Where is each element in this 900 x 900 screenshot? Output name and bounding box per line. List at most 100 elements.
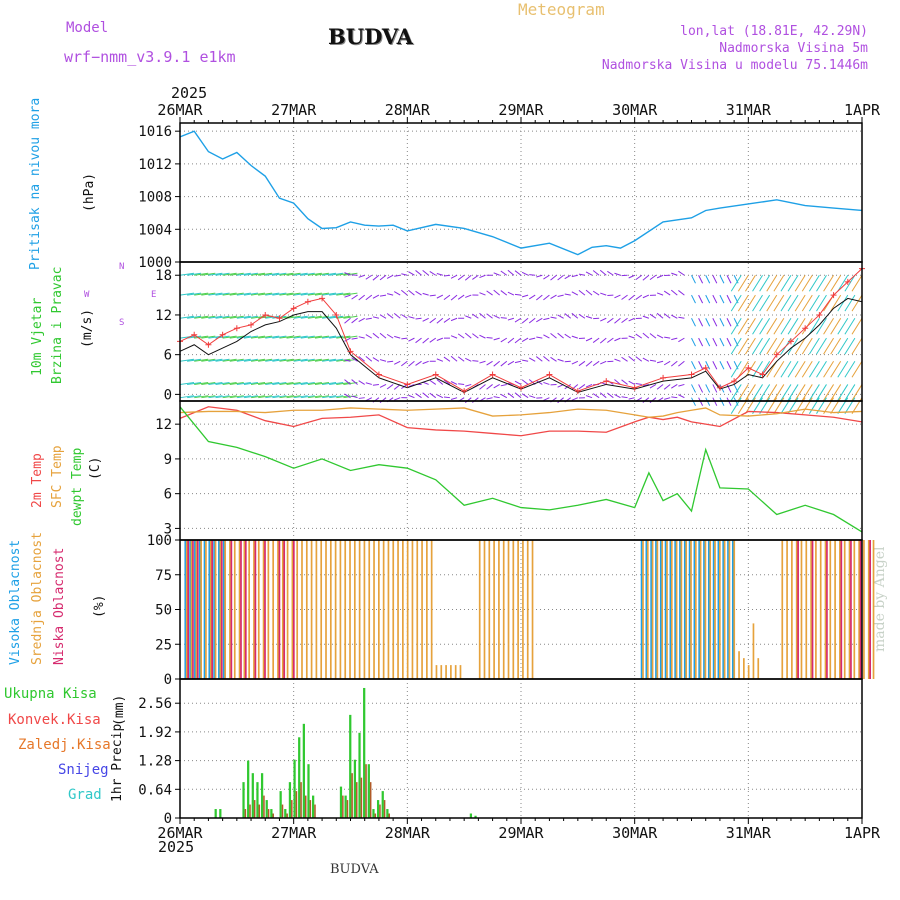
wind-arrow: [394, 397, 401, 401]
wind-arrow: [314, 381, 330, 385]
wind-arrow: [422, 337, 429, 344]
wind-arrow: [837, 274, 849, 292]
wind-gust-marker: [191, 331, 198, 338]
wind-arrow: [550, 356, 557, 362]
wind-arrow: [705, 361, 711, 370]
wind-arrow: [671, 272, 678, 276]
wind-arrow: [535, 294, 543, 301]
wind-arrow: [250, 358, 266, 362]
station-title: BUDVA: [328, 24, 413, 49]
wind-arrow: [265, 381, 280, 385]
total-precip-bar: [256, 782, 259, 818]
conv-precip-bar: [356, 782, 358, 818]
wind-arrow: [208, 292, 223, 296]
wind-arrow: [314, 272, 330, 276]
wind-arrow: [336, 292, 351, 296]
wind-arrow: [536, 380, 543, 385]
wind-arrow: [250, 272, 266, 276]
wind-arrow: [279, 292, 294, 296]
wind-arrow: [293, 395, 308, 399]
wind-arrow: [844, 361, 856, 378]
wind-arrow: [387, 293, 394, 296]
wind-arrow: [663, 384, 671, 390]
wind-arrow: [365, 356, 373, 362]
wind-arrow: [493, 314, 500, 319]
wind-arrow: [621, 356, 628, 362]
wind-gust-marker: [262, 311, 269, 318]
wind-arrow: [358, 380, 365, 385]
wind-arrow: [794, 384, 806, 401]
year-bottom: 2025: [158, 838, 195, 856]
wind-arrow: [766, 274, 778, 292]
conv-precip-bar: [342, 795, 344, 818]
wind-arrow: [844, 294, 856, 312]
wind-arrow: [712, 361, 718, 370]
wind-arrow: [557, 332, 564, 339]
wind-arrow: [415, 270, 422, 276]
value-tick-label: 1.92: [138, 725, 172, 741]
wind-arrow: [830, 337, 842, 355]
wind-arrow: [671, 337, 678, 341]
wind-arrow: [479, 292, 486, 296]
wind-arrow: [628, 355, 635, 362]
wind-gust-marker: [802, 325, 809, 332]
wind-arrow: [808, 361, 820, 378]
wind-arrow: [663, 360, 671, 366]
wind-arrow: [265, 272, 280, 276]
wind-arrow: [343, 315, 358, 319]
time-label-bottom: 29MAR: [498, 824, 544, 842]
wind-arrow: [194, 315, 209, 319]
time-label-top: 28MAR: [385, 101, 431, 119]
wind-arrow: [344, 359, 351, 362]
wind-arrow: [465, 357, 472, 362]
wind-arrow: [507, 317, 515, 321]
value-tick-label: 12: [155, 417, 172, 433]
wind-arrow: [393, 291, 401, 296]
wind-arrow: [443, 356, 451, 362]
wind-arrow: [808, 294, 820, 312]
value-tick-label: 75: [155, 568, 172, 584]
wind-arrow: [730, 361, 742, 378]
value-tick-label: 1016: [138, 124, 172, 140]
wind-arrow: [698, 275, 704, 284]
wind-arrow: [443, 379, 451, 385]
wind-arrow: [201, 358, 216, 362]
wind-arrow: [250, 381, 266, 385]
wind-gust-marker: [731, 378, 738, 385]
time-label-top: 27MAR: [271, 101, 317, 119]
conv-precip-bar: [300, 782, 302, 818]
wind-arrow: [837, 361, 849, 378]
wind-arrow: [571, 312, 579, 319]
wind-arrow: [493, 360, 501, 367]
wind-arrow: [628, 335, 635, 339]
wind-gust-marker: [787, 338, 794, 345]
wind-arrow: [571, 360, 579, 365]
wind-arrow: [730, 294, 742, 312]
wind-arrow: [507, 337, 515, 344]
wind-arrow: [408, 394, 415, 399]
conv-precip-bar: [346, 800, 349, 818]
wind-arrow: [712, 275, 718, 284]
conv-precip-bar: [388, 813, 391, 818]
wind-arrow: [719, 361, 725, 370]
wind-arrow: [801, 361, 813, 378]
wind-arrow: [656, 312, 664, 319]
wind-arrow: [457, 333, 465, 339]
wind-arrow: [678, 383, 685, 387]
wind-arrow: [450, 274, 458, 279]
wind-arrow: [745, 294, 756, 312]
wind-arrow: [642, 294, 650, 299]
wind-arrow: [607, 317, 614, 324]
wind-arrow: [671, 396, 678, 399]
wind-arrow: [358, 397, 365, 399]
wind-arrow: [408, 383, 415, 388]
wind-arrow: [851, 361, 863, 378]
wind-arrow: [528, 317, 536, 324]
wind-arrow: [514, 360, 522, 364]
conv-precip-bar: [295, 791, 298, 818]
wind-gust-marker: [347, 348, 354, 355]
wind-arrow: [236, 272, 251, 276]
wind-arrow: [607, 270, 614, 276]
wind-arrow: [678, 290, 685, 296]
wind-arrow: [521, 379, 529, 385]
